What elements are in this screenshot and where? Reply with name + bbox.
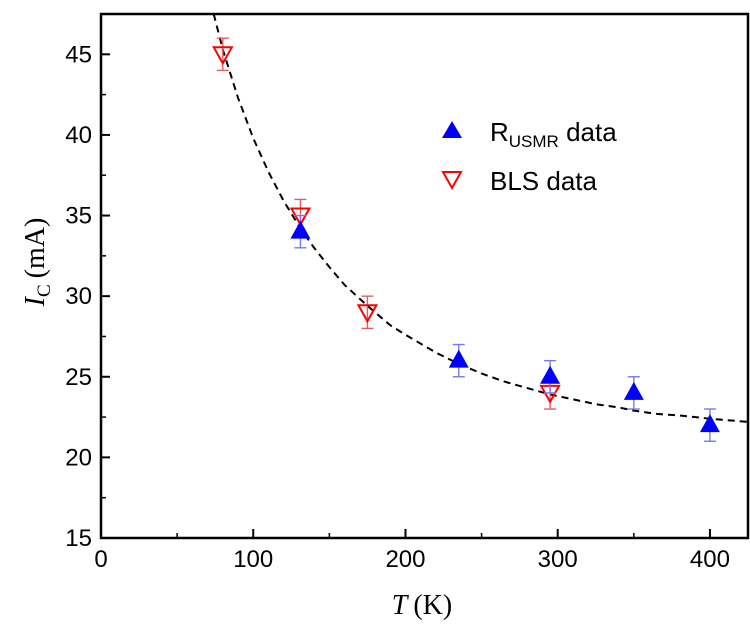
y-tick-label: 35 xyxy=(65,203,92,230)
y-tick-label: 40 xyxy=(65,122,92,149)
data-point-rusmr xyxy=(623,381,644,400)
y-tick-label: 15 xyxy=(65,525,92,552)
legend: RUSMR data BLS data xyxy=(441,117,617,196)
x-tick-label: 200 xyxy=(385,546,425,573)
data-point-bls xyxy=(212,46,234,66)
x-tick-label: 300 xyxy=(538,546,578,573)
data-point-rusmr xyxy=(699,414,720,433)
data-point-bls xyxy=(289,207,312,227)
x-tick-label: 100 xyxy=(233,546,273,573)
legend-label-bls: BLS data xyxy=(490,166,598,196)
data-point-rusmr xyxy=(540,365,561,384)
y-tick-label: 25 xyxy=(65,364,92,391)
y-axis-title: IC(mA) xyxy=(20,218,55,308)
plot-frame xyxy=(99,12,750,540)
y-tick-label: 20 xyxy=(65,444,92,471)
legend-label-rusmr: RUSMR data xyxy=(490,117,617,151)
data-point-rusmr xyxy=(290,220,311,239)
fit-curve xyxy=(212,13,749,423)
y-tick-label: 45 xyxy=(65,41,92,68)
x-tick-label: 0 xyxy=(94,546,107,573)
legend-marker-rusmr xyxy=(442,121,462,138)
x-axis-title: T (K) xyxy=(392,590,452,621)
data-point-bls xyxy=(356,304,379,324)
x-tick-label: 400 xyxy=(690,546,730,573)
legend-marker-bls xyxy=(441,171,463,191)
data-point-rusmr xyxy=(448,349,469,368)
y-tick-label: 30 xyxy=(65,283,92,310)
